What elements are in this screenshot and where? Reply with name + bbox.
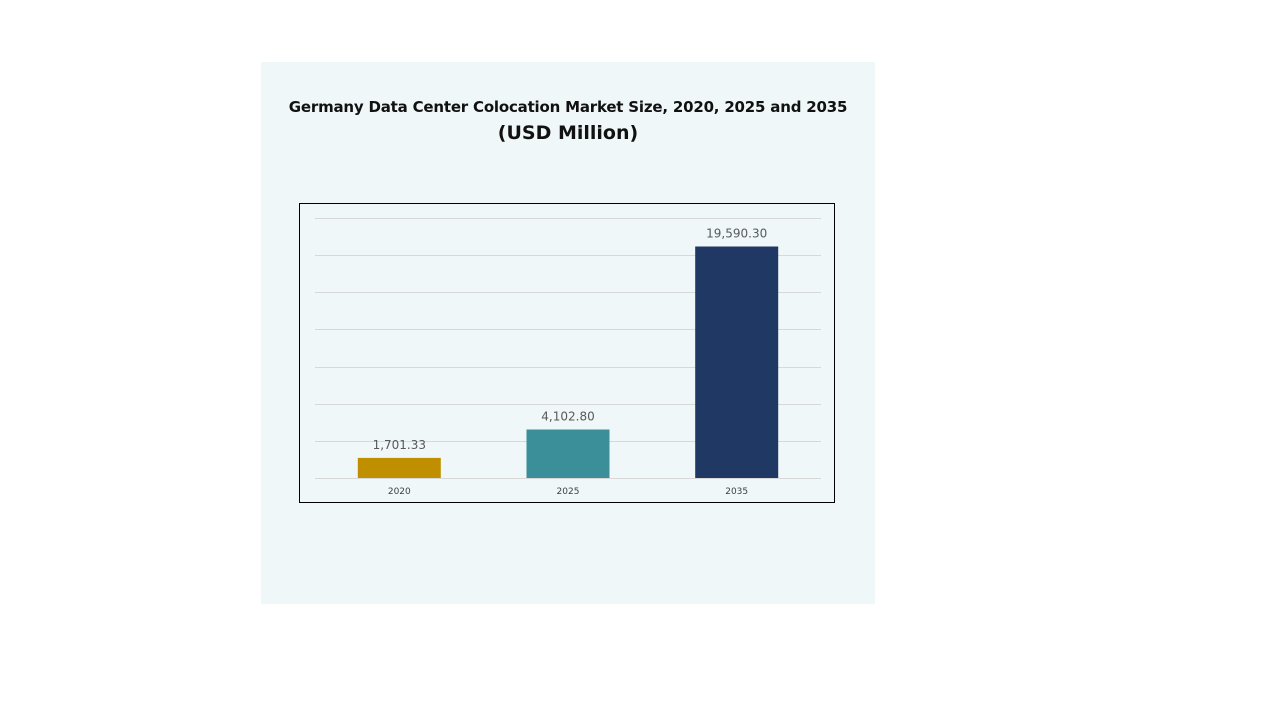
- bar-chart: 1,701.33 2020 4,102.80 2025 19,590.30 2035: [315, 218, 821, 497]
- bar-2020: [357, 457, 441, 478]
- data-label-2025: 4,102.80: [541, 410, 594, 424]
- chart-card: Germany Data Center Colocation Market Si…: [261, 62, 875, 604]
- bar-2025: [526, 429, 610, 478]
- x-tick-label-2020: 2020: [388, 487, 411, 497]
- bar-2035: [695, 246, 779, 478]
- x-tick-label-2035: 2035: [725, 487, 748, 497]
- chart-title: Germany Data Center Colocation Market Si…: [288, 98, 848, 116]
- plot-area: 1,701.33 2020 4,102.80 2025 19,590.30 2035: [299, 203, 835, 503]
- data-label-2020: 1,701.33: [373, 438, 426, 452]
- chart-subtitle: (USD Million): [497, 122, 639, 144]
- x-tick-label-2025: 2025: [557, 487, 580, 497]
- data-label-2035: 19,590.30: [706, 227, 767, 241]
